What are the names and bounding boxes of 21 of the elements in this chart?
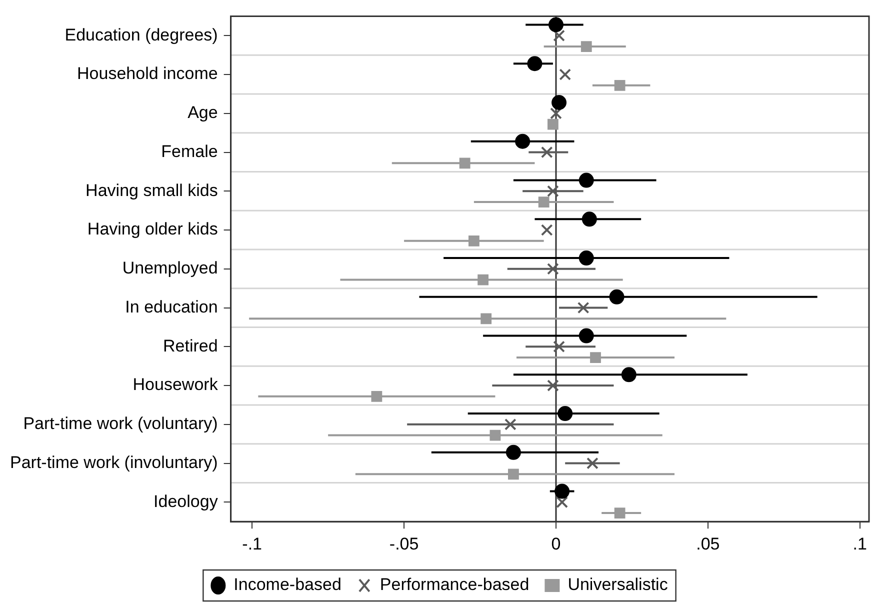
y-tick-label: Retired [163,336,218,356]
y-tick-label: In education [125,297,218,316]
y-tick-label: Unemployed [122,258,218,278]
x-tick-label: -.1 [242,534,262,554]
y-tick-label: Household income [77,64,218,84]
x-tick-label: 0 [551,534,561,554]
y-tick-label: Age [188,103,218,122]
y-tick-label: Part-time work (voluntary) [23,414,218,434]
legend-label: Universalistic [568,575,668,594]
x-tick-label: .05 [696,534,720,554]
x-tick-label: -.05 [389,534,419,554]
legend-label: Performance-based [380,575,530,594]
y-tick-label: Education (degrees) [64,25,218,44]
y-tick-label: Having older kids [87,220,218,239]
legend-label: Income-based [234,575,342,594]
y-tick-label: Part-time work (involuntary) [10,452,218,472]
x-tick-label: .1 [852,534,867,554]
y-tick-label: Having small kids [86,180,218,200]
y-tick-label: Housework [132,375,218,394]
y-tick-label: Female [161,142,218,161]
y-tick-label: Ideology [154,492,218,511]
